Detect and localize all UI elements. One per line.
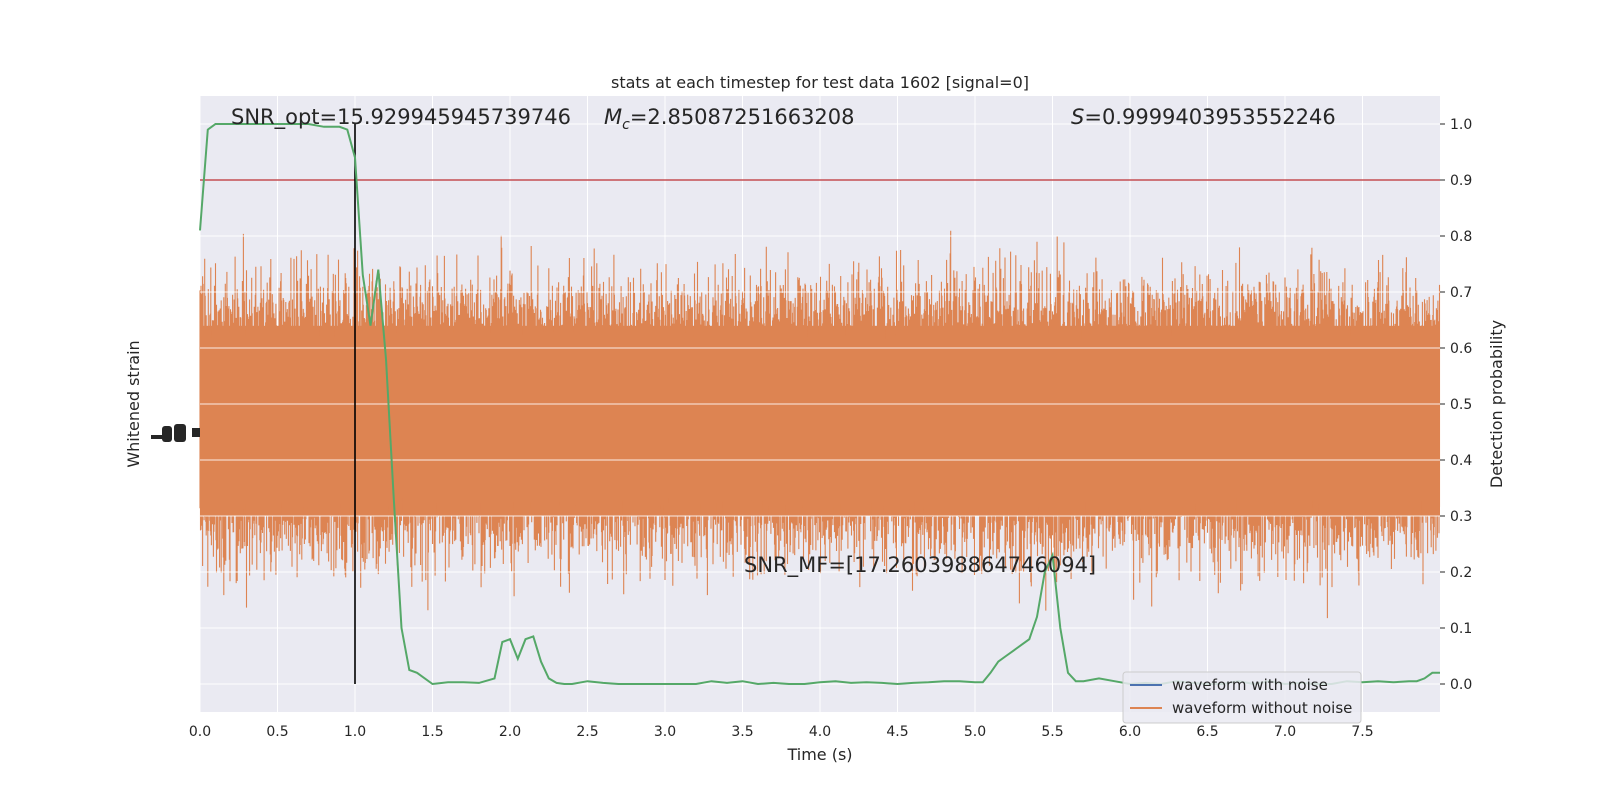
y-tick-label: 0.3 xyxy=(1450,509,1472,525)
x-tick-label: 2.0 xyxy=(499,724,521,740)
y-tick-label: 0.2 xyxy=(1450,565,1472,581)
x-axis-label: Time (s) xyxy=(786,745,852,764)
y-tick-label: 0.1 xyxy=(1450,621,1472,637)
left-tick-blob xyxy=(151,435,165,439)
strain-trace xyxy=(199,230,1441,619)
legend-label-no-noise: waveform without noise xyxy=(1172,699,1352,717)
x-tick-label: 4.0 xyxy=(809,724,831,740)
s-symbol: S xyxy=(1071,105,1084,129)
x-ticks: 0.0 0.5 1.0 1.5 2.0 2.5 3.0 3.5 4.0 4.5 5.0 5.5 6.0 6… xyxy=(189,724,1374,740)
legend-label-noise: waveform with noise xyxy=(1172,676,1328,694)
y-tick-label: 0.8 xyxy=(1450,229,1472,245)
x-tick-label: 5.5 xyxy=(1041,724,1063,740)
strain-series xyxy=(199,230,1441,619)
chart-title: stats at each timestep for test data 160… xyxy=(611,73,1029,92)
snr-opt-annotation: SNR_opt=15.929945945739746 xyxy=(231,105,571,130)
x-tick-label: 4.5 xyxy=(886,724,908,740)
x-tick-label: 1.5 xyxy=(421,724,443,740)
x-tick-label: 1.0 xyxy=(344,724,366,740)
y-axis-label-left: Whitened strain xyxy=(124,340,143,467)
x-tick-label: 7.0 xyxy=(1274,724,1296,740)
left-tick-blob xyxy=(162,426,172,442)
x-tick-label: 3.0 xyxy=(654,724,676,740)
x-tick-label: 2.5 xyxy=(576,724,598,740)
left-axis-glyphs xyxy=(151,424,200,442)
snr-mf-annotation: SNR_MF=[17.260398864746094] xyxy=(744,553,1096,578)
chirp-mass-subscript: c xyxy=(622,117,630,133)
y-tick-label: 1.0 xyxy=(1450,117,1472,133)
y-tick-label: 0.4 xyxy=(1450,453,1472,469)
chirp-mass-value: =2.85087251663208 xyxy=(630,105,855,129)
s-annotation: S=0.9999403953552246 xyxy=(1071,105,1336,129)
x-tick-label: 3.5 xyxy=(731,724,753,740)
chirp-mass-annotation: Mc=2.85087251663208 xyxy=(604,105,855,133)
s-value: =0.9999403953552246 xyxy=(1084,105,1335,129)
overlay xyxy=(199,123,1440,686)
legend: waveform with noise waveform without noi… xyxy=(1122,671,1362,724)
y-tick-label: 0.6 xyxy=(1450,341,1472,357)
x-tick-label: 5.0 xyxy=(964,724,986,740)
y-tick-label: 0.0 xyxy=(1450,677,1472,693)
x-tick-label: 6.0 xyxy=(1119,724,1141,740)
legend-frame xyxy=(1122,671,1362,724)
y-tick-label: 0.5 xyxy=(1450,397,1472,413)
chirp-mass-symbol: M xyxy=(604,105,622,129)
y-right-ticks: 0.0 0.1 0.2 0.3 0.4 0.5 0.6 0.7 0.8 0.9 1.0 xyxy=(1440,117,1472,693)
x-tick-label: 6.5 xyxy=(1196,724,1218,740)
y-axis-label-right: Detection probability xyxy=(1487,320,1506,488)
x-tick-label: 0.5 xyxy=(266,724,288,740)
x-tick-label: 7.5 xyxy=(1351,724,1373,740)
left-tick-blob xyxy=(192,428,200,437)
y-tick-label: 0.9 xyxy=(1450,173,1472,189)
left-tick-blob xyxy=(174,424,186,442)
y-tick-label: 0.7 xyxy=(1450,285,1472,301)
x-tick-label: 0.0 xyxy=(189,724,211,740)
